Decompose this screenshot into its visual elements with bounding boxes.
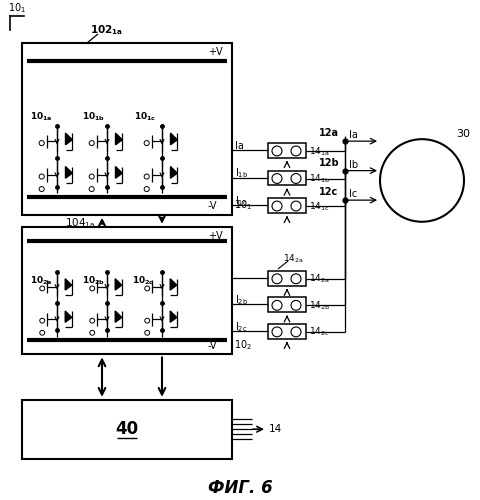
Polygon shape — [170, 278, 177, 290]
Polygon shape — [170, 166, 177, 178]
Text: Ia: Ia — [349, 130, 358, 140]
Text: Ia: Ia — [235, 141, 244, 151]
Bar — [268, 271, 306, 285]
Text: -V: -V — [208, 201, 217, 211]
Text: 30: 30 — [456, 130, 470, 140]
Text: -V: -V — [208, 340, 217, 350]
Text: $\mathregular{14_{2b}}$: $\mathregular{14_{2b}}$ — [309, 299, 330, 312]
Text: $\mathregular{102_{1a}}$: $\mathregular{102_{1a}}$ — [90, 23, 123, 37]
Bar — [268, 198, 306, 213]
Bar — [268, 170, 306, 186]
Polygon shape — [170, 311, 177, 322]
Bar — [268, 298, 306, 312]
Text: $\mathregular{10_{1a}}$: $\mathregular{10_{1a}}$ — [30, 110, 53, 123]
Text: $\mathregular{10_{2b}}$: $\mathregular{10_{2b}}$ — [82, 274, 105, 287]
Bar — [22, 400, 232, 458]
Text: Ib: Ib — [349, 160, 358, 170]
Text: $\mathregular{I_{2b}}$: $\mathregular{I_{2b}}$ — [235, 294, 248, 308]
Polygon shape — [65, 311, 72, 322]
Text: $\mathregular{14_{1b}}$: $\mathregular{14_{1b}}$ — [309, 172, 330, 185]
Text: $\mathregular{I_{1c}}$: $\mathregular{I_{1c}}$ — [235, 194, 248, 208]
Text: +V: +V — [208, 230, 223, 240]
Text: 12b: 12b — [319, 158, 340, 168]
Text: $\mathregular{14_{2a}}$: $\mathregular{14_{2a}}$ — [309, 272, 330, 285]
Text: $\mathregular{10_{1b}}$: $\mathregular{10_{1b}}$ — [82, 110, 105, 123]
Text: 12a: 12a — [319, 128, 339, 138]
Text: $\mathregular{I_{2c}}$: $\mathregular{I_{2c}}$ — [235, 320, 248, 334]
Polygon shape — [115, 311, 122, 322]
Bar — [268, 143, 306, 158]
Text: $\mathregular{14_{2a}}$: $\mathregular{14_{2a}}$ — [283, 253, 304, 266]
Bar — [268, 324, 306, 339]
Polygon shape — [65, 278, 72, 290]
Text: ФИГ. 6: ФИГ. 6 — [208, 479, 272, 497]
Text: $\mathregular{10_1}$: $\mathregular{10_1}$ — [8, 2, 26, 16]
Text: 40: 40 — [115, 420, 139, 438]
Text: $\mathregular{104_{1a}}$: $\mathregular{104_{1a}}$ — [65, 216, 95, 230]
Text: $\mathregular{10_2}$: $\mathregular{10_2}$ — [234, 338, 252, 351]
Text: Ic: Ic — [349, 189, 357, 199]
Text: $\mathregular{10_1}$: $\mathregular{10_1}$ — [234, 198, 252, 212]
Text: $\mathregular{14_{1a}}$: $\mathregular{14_{1a}}$ — [309, 145, 330, 158]
Polygon shape — [116, 166, 122, 178]
Text: $\mathregular{14_{2c}}$: $\mathregular{14_{2c}}$ — [309, 326, 330, 338]
Text: 12c: 12c — [319, 188, 338, 198]
Polygon shape — [170, 133, 177, 145]
Text: 14: 14 — [269, 424, 282, 434]
Polygon shape — [65, 133, 72, 145]
Polygon shape — [115, 278, 122, 290]
Polygon shape — [116, 133, 122, 145]
Bar — [22, 226, 232, 354]
Text: +V: +V — [208, 46, 223, 56]
Bar — [22, 43, 232, 215]
Text: $\mathregular{14_{1c}}$: $\mathregular{14_{1c}}$ — [309, 200, 330, 212]
Text: $\mathregular{10_{2a}}$: $\mathregular{10_{2a}}$ — [30, 274, 53, 287]
Polygon shape — [65, 166, 72, 178]
Text: $\mathregular{10_{2c}}$: $\mathregular{10_{2c}}$ — [132, 274, 155, 287]
Text: $\mathregular{10_{1c}}$: $\mathregular{10_{1c}}$ — [134, 110, 156, 123]
Text: $\mathregular{I_{1b}}$: $\mathregular{I_{1b}}$ — [235, 166, 248, 180]
